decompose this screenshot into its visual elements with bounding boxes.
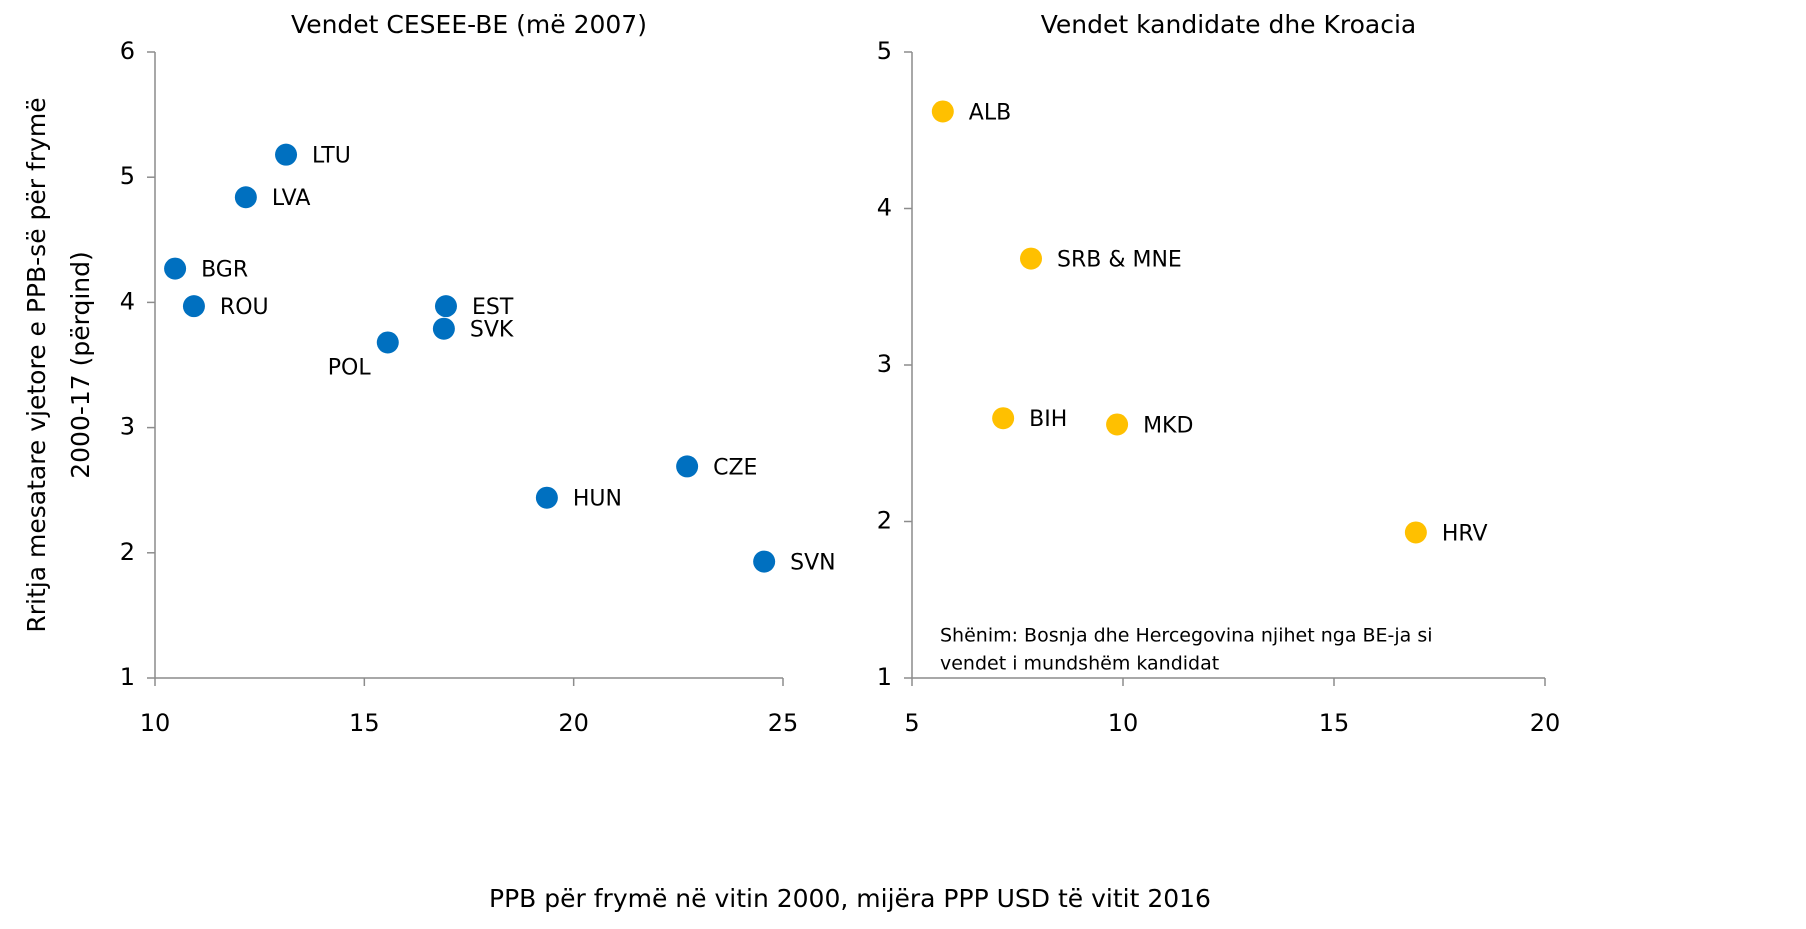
x-tick-label: 10 [140,709,171,737]
point-label: MKD [1143,413,1193,438]
point [1404,521,1427,544]
y-axis-label: 2000-17 (përqind) [66,251,95,479]
point [753,550,776,573]
y-tick-label: 2 [877,507,892,535]
point-label: SVN [790,551,835,576]
x-tick-label: 20 [558,709,589,737]
point [234,186,257,209]
point [535,486,558,509]
y-tick-label: 6 [120,37,135,65]
x-axis-label: PPB për frymë në vitin 2000, mijëra PPP … [489,884,1211,913]
point [432,317,455,340]
point-label: SVK [470,318,514,343]
point [182,295,205,318]
point-label: BGR [201,258,248,283]
y-tick-label: 5 [877,37,892,65]
note: Shënim: Bosnja dhe Hercegovina njihet ng… [940,625,1433,647]
point [931,100,954,123]
point-label: BIH [1029,407,1067,432]
x-tick-label: 5 [904,709,919,737]
point-label: SRB & MNE [1057,248,1182,273]
point-label: HUN [573,487,622,512]
y-tick-label: 1 [877,663,892,691]
point-label: HRV [1442,521,1488,546]
point [1020,247,1043,270]
point-label: CZE [713,455,757,480]
y-tick-label: 3 [120,413,135,441]
point-label: EST [472,295,514,320]
y-tick-label: 2 [120,538,135,566]
chart-title: Vendet CESEE-BE (më 2007) [291,10,647,39]
point [376,331,399,354]
point-label: LVA [272,186,311,211]
chart-title: Vendet kandidate dhe Kroacia [1041,10,1417,39]
point-label: LTU [312,144,351,169]
point [676,455,699,478]
y-axis-label: Rritja mesatare vjetore e PPB-së për fry… [22,97,51,632]
x-tick-label: 10 [1108,709,1139,737]
point [1106,413,1129,436]
x-tick-label: 15 [1319,709,1350,737]
x-tick-label: 20 [1530,709,1561,737]
point-label: ALB [969,100,1011,125]
y-tick-label: 1 [120,663,135,691]
y-tick-label: 5 [120,162,135,190]
point-label: POL [328,355,372,380]
point [275,143,298,166]
y-tick-label: 4 [120,287,135,315]
point [992,407,1015,430]
x-tick-label: 25 [768,709,799,737]
note: vendet i mundshëm kandidat [940,653,1219,675]
point [434,295,457,318]
point [164,257,187,280]
y-tick-label: 3 [877,350,892,378]
x-tick-label: 15 [349,709,380,737]
point-label: ROU [220,295,269,320]
y-tick-label: 4 [877,194,892,222]
